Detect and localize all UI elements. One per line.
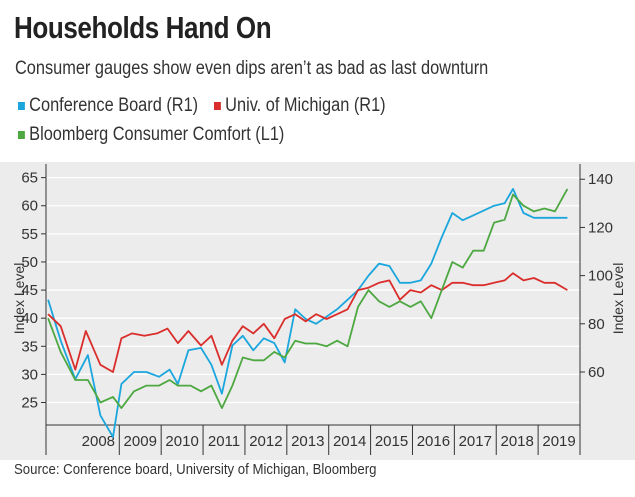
chart-subtitle: Consumer gauges show even dips aren’t as… bbox=[15, 58, 489, 79]
x-tick-label-2017: 2017 bbox=[459, 433, 492, 450]
left-tick-label-45: 45 bbox=[21, 282, 38, 299]
legend-swatch-conference-board bbox=[18, 102, 25, 110]
chart-title: Households Hand On bbox=[14, 10, 272, 45]
legend-label-bloomberg: Bloomberg Consumer Comfort (L1) bbox=[29, 124, 285, 145]
x-tick-label-2008: 2008 bbox=[82, 433, 115, 450]
source-note: Source: Conference board, University of … bbox=[14, 461, 377, 478]
right-tick-label-140: 140 bbox=[588, 171, 613, 188]
left-tick-label-30: 30 bbox=[21, 366, 38, 383]
series-line-univ-of-michigan-r1 bbox=[47, 272, 568, 373]
x-tick-label-2014: 2014 bbox=[333, 433, 366, 450]
x-tick-label-2018: 2018 bbox=[500, 433, 533, 450]
right-tick-label-100: 100 bbox=[588, 268, 613, 285]
legend-label-conference-board: Conference Board (R1) bbox=[29, 95, 199, 116]
left-tick-label-60: 60 bbox=[21, 198, 38, 215]
legend-entry-conference-board: Conference Board (R1) bbox=[18, 95, 198, 117]
right-tick-label-60: 60 bbox=[588, 364, 605, 381]
left-tick-label-25: 25 bbox=[21, 395, 38, 412]
left-axis-title: Index Level bbox=[11, 263, 27, 335]
legend-swatch-univ-michigan bbox=[214, 102, 221, 110]
x-tick-label-2012: 2012 bbox=[249, 433, 282, 450]
plot-background bbox=[0, 162, 635, 460]
right-axis-title: Index Level bbox=[610, 263, 626, 335]
x-tick-label-2011: 2011 bbox=[208, 433, 240, 450]
legend-label-univ-michigan: Univ. of Michigan (R1) bbox=[225, 95, 386, 116]
right-tick-label-80: 80 bbox=[588, 316, 605, 333]
legend-entry-univ-michigan: Univ. of Michigan (R1) bbox=[214, 95, 386, 117]
x-tick-label-2013: 2013 bbox=[291, 433, 324, 450]
right-tick-label-120: 120 bbox=[588, 219, 613, 236]
x-tick-label-2015: 2015 bbox=[375, 433, 408, 450]
series-line-conference-board-r1 bbox=[47, 187, 568, 438]
legend-entry-bloomberg: Bloomberg Consumer Comfort (L1) bbox=[18, 124, 284, 146]
left-tick-label-35: 35 bbox=[21, 338, 38, 355]
left-tick-label-55: 55 bbox=[21, 226, 38, 243]
left-tick-label-40: 40 bbox=[21, 310, 38, 327]
legend-swatch-bloomberg bbox=[18, 131, 25, 139]
left-tick-label-50: 50 bbox=[21, 254, 38, 271]
x-tick-label-2010: 2010 bbox=[165, 433, 198, 450]
x-tick-label-2019: 2019 bbox=[542, 433, 575, 450]
series-line-bloomberg-consumer-comfort-l1 bbox=[47, 188, 569, 410]
x-tick-label-2009: 2009 bbox=[124, 433, 157, 450]
left-tick-label-65: 65 bbox=[21, 170, 38, 187]
x-tick-label-2016: 2016 bbox=[417, 433, 450, 450]
